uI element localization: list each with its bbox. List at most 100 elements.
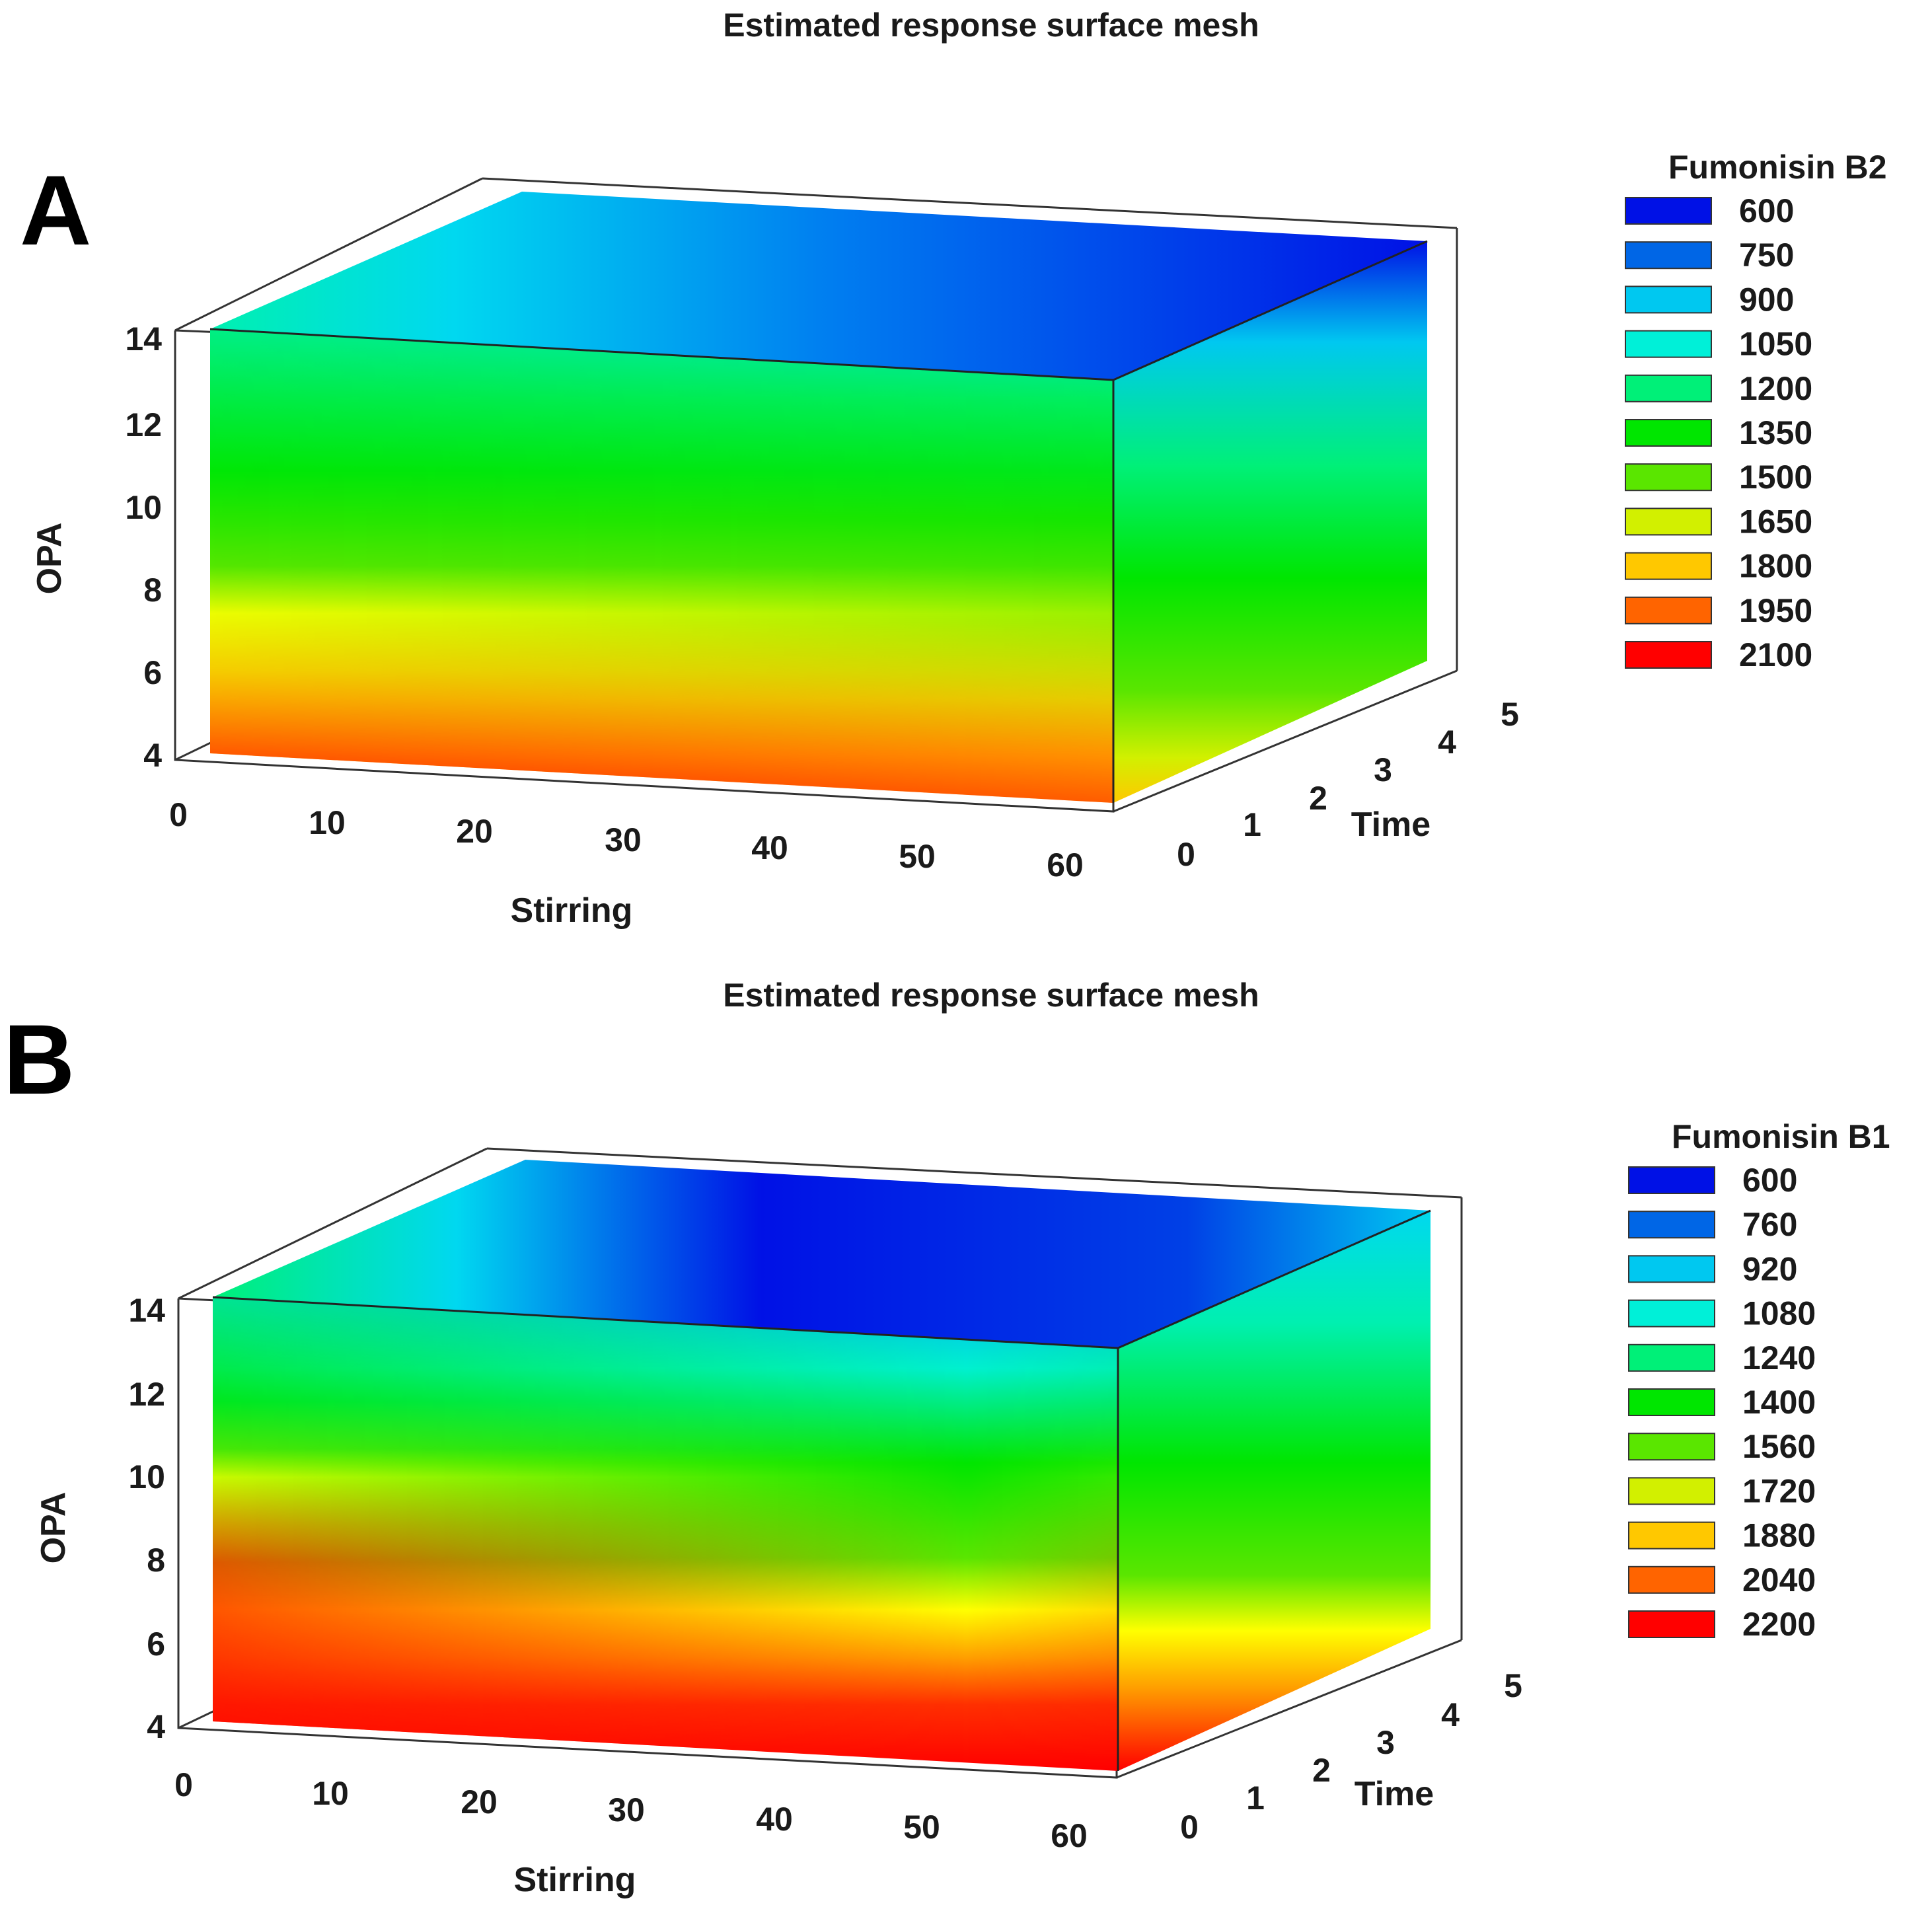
panel-b: B Estimated response surface mesh 4 6 8 …	[3, 977, 1890, 1899]
legend-swatch	[1628, 1565, 1715, 1594]
legend-swatch	[1625, 596, 1712, 624]
legend-swatch	[1625, 285, 1712, 314]
panel-b-y-tick: 6	[147, 1626, 165, 1663]
legend-label: 1720	[1742, 1472, 1816, 1509]
panel-b-y-tick: 12	[128, 1376, 165, 1413]
legend-label: 1050	[1739, 326, 1812, 363]
panel-b-y-tick: 10	[128, 1458, 165, 1495]
panel-a-x-tick: 60	[1047, 846, 1084, 883]
panel-b-z-tick: 4	[1441, 1696, 1460, 1733]
panel-a-z-tick: 1	[1243, 806, 1261, 843]
panel-a: A Estimated response surface mesh 4 6 8 …	[20, 7, 1887, 930]
legend-swatch	[1625, 374, 1712, 402]
panel-b-x-tick: 30	[608, 1791, 645, 1828]
panel-b-x-tick: 60	[1051, 1817, 1088, 1854]
panel-a-x-tick: 30	[605, 821, 642, 858]
panel-b-y-tick: 14	[128, 1292, 165, 1329]
panel-b-legend-title: Fumonisin B1	[1672, 1118, 1890, 1155]
legend-label: 1800	[1739, 548, 1812, 585]
panel-a-x-label: Stirring	[511, 891, 633, 930]
panel-b-x-tick: 10	[312, 1775, 349, 1812]
panel-b-z-tick: 3	[1376, 1724, 1395, 1761]
legend-label: 1560	[1742, 1428, 1816, 1465]
legend-label: 1200	[1739, 370, 1812, 407]
panel-a-legend-title: Fumonisin B2	[1668, 149, 1887, 186]
panel-b-side-face	[1118, 1211, 1430, 1771]
panel-a-y-tick: 8	[143, 572, 162, 609]
panel-b-x-tick: 40	[756, 1801, 793, 1838]
panel-b-z-tick: 0	[1180, 1809, 1199, 1846]
panel-a-y-tick: 12	[125, 406, 162, 443]
legend-swatch	[1628, 1211, 1715, 1239]
panel-a-z-tick: 3	[1374, 751, 1392, 788]
panel-a-y-label: OPA	[30, 523, 69, 595]
panel-letter-b: B	[3, 1004, 75, 1115]
legend-label: 1880	[1742, 1517, 1816, 1554]
panel-a-z-tick: 4	[1438, 724, 1456, 761]
panel-a-z-tick: 2	[1309, 780, 1327, 817]
legend-label: 600	[1739, 192, 1794, 229]
legend-swatch	[1625, 419, 1712, 447]
panel-b-legend: 600 760 920 1080 1240 1400 1560 1720 1880 2040 220…	[1628, 1162, 1816, 1643]
legend-swatch	[1625, 552, 1712, 580]
legend-swatch	[1625, 641, 1712, 669]
legend-label: 1400	[1742, 1384, 1816, 1421]
panel-a-title: Estimated response surface mesh	[723, 7, 1259, 44]
panel-b-x-tick: 50	[903, 1809, 940, 1846]
panel-a-y-tick: 14	[125, 320, 162, 357]
legend-label: 600	[1742, 1162, 1797, 1199]
panel-b-y-tick: 4	[147, 1708, 165, 1745]
panel-b-x-tick: 20	[461, 1784, 498, 1821]
panel-b-title: Estimated response surface mesh	[723, 977, 1259, 1014]
legend-swatch	[1625, 241, 1712, 270]
panel-b-top-face	[213, 1160, 1430, 1348]
legend-label: 1500	[1739, 459, 1812, 496]
legend-swatch	[1625, 197, 1712, 225]
legend-swatch	[1625, 463, 1712, 492]
legend-label: 1080	[1742, 1295, 1816, 1332]
legend-label: 900	[1739, 281, 1794, 318]
panel-a-x-tick: 40	[751, 829, 788, 866]
panel-b-y-label: OPA	[34, 1492, 73, 1564]
legend-label: 2040	[1742, 1561, 1816, 1598]
legend-swatch	[1628, 1388, 1715, 1416]
legend-swatch	[1628, 1299, 1715, 1328]
panel-b-box-edges	[212, 1209, 1431, 1771]
panel-a-top-face	[210, 192, 1427, 380]
panel-a-x-tick: 20	[456, 813, 493, 850]
legend-swatch	[1625, 330, 1712, 358]
legend-swatch	[1628, 1255, 1715, 1283]
legend-swatch	[1628, 1610, 1715, 1638]
legend-label: 1950	[1739, 592, 1812, 629]
panel-a-z-tick: 5	[1501, 696, 1519, 733]
panel-a-x-tick: 10	[309, 804, 346, 841]
panel-b-z-tick: 1	[1246, 1780, 1265, 1817]
legend-label: 750	[1739, 237, 1794, 274]
panel-letter-a: A	[20, 155, 91, 266]
panel-a-y-tick: 4	[143, 737, 162, 774]
panel-b-front-face	[213, 1297, 1118, 1771]
panel-a-y-tick: 6	[143, 654, 162, 691]
legend-label: 1350	[1739, 414, 1812, 451]
panel-b-x-label: Stirring	[514, 1861, 636, 1899]
panel-a-legend: 600 750 900 1050 1200 1350 1500 1650 1800 1950 210…	[1625, 192, 1812, 673]
legend-label: 920	[1742, 1250, 1797, 1287]
panel-b-z-label: Time	[1355, 1775, 1434, 1813]
panel-a-box-edges	[209, 240, 1428, 803]
legend-label: 2100	[1739, 636, 1812, 673]
legend-swatch	[1625, 507, 1712, 536]
legend-label: 760	[1742, 1206, 1797, 1243]
panel-b-z-tick: 5	[1504, 1667, 1522, 1704]
panel-a-z-label: Time	[1351, 806, 1430, 844]
panel-a-y-tick: 10	[125, 489, 162, 526]
panel-b-z-tick: 2	[1312, 1752, 1331, 1789]
panel-a-side-face	[1113, 241, 1427, 803]
panel-b-x-tick: 0	[174, 1766, 193, 1803]
panel-b-y-tick: 8	[147, 1542, 165, 1579]
legend-label: 1240	[1742, 1339, 1816, 1376]
panel-a-front-face	[210, 329, 1113, 803]
legend-label: 1650	[1739, 503, 1812, 540]
legend-label: 2200	[1742, 1606, 1816, 1643]
legend-swatch	[1628, 1521, 1715, 1550]
